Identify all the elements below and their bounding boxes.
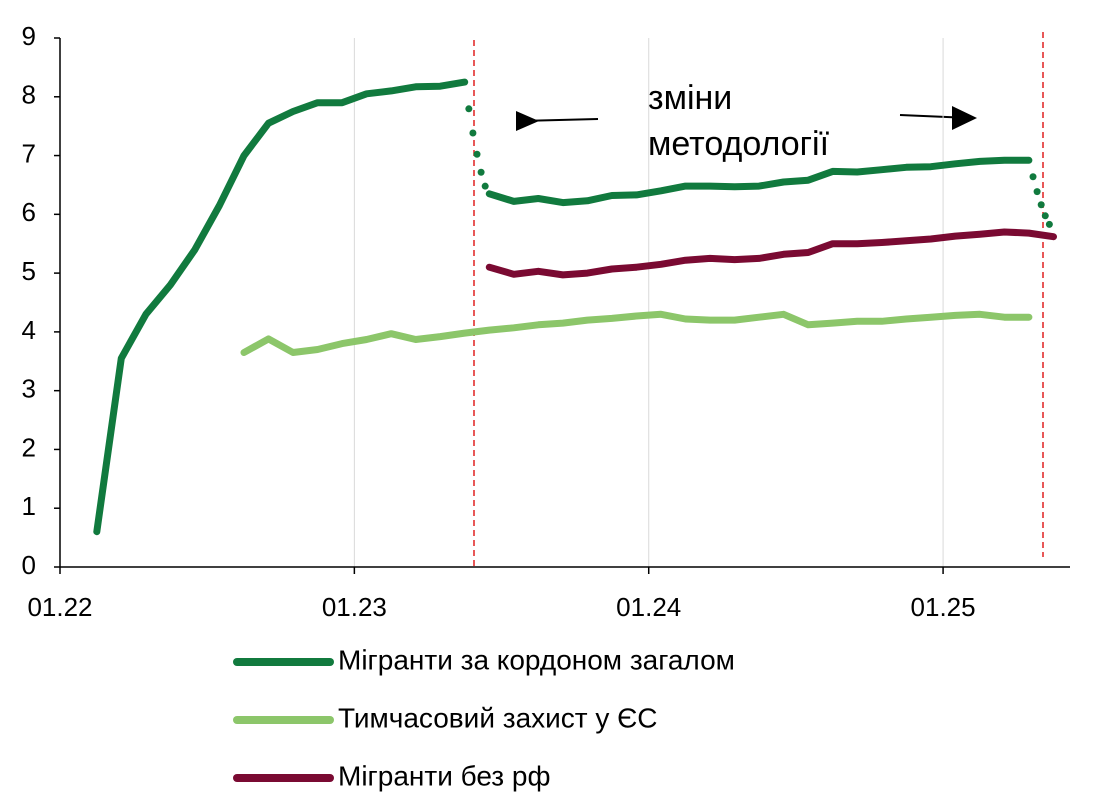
y-tick-label: 6 bbox=[22, 197, 36, 227]
y-tick-label: 3 bbox=[22, 374, 36, 404]
y-tick-label: 9 bbox=[22, 21, 36, 51]
legend-label: Мігранти за кордоном загалом bbox=[338, 644, 735, 675]
y-tick-label: 1 bbox=[22, 491, 36, 521]
dotted-transition bbox=[477, 168, 485, 176]
dotted-transition bbox=[481, 182, 489, 190]
legend-label: Тимчасовий захист у ЄС bbox=[338, 702, 658, 733]
legend-label: Мігранти без рф bbox=[338, 760, 551, 791]
y-tick-label: 8 bbox=[22, 80, 36, 110]
x-tick-label: 01.23 bbox=[322, 592, 387, 622]
dotted-transition bbox=[1029, 173, 1037, 181]
x-tick-label: 01.22 bbox=[27, 592, 92, 622]
y-tick-label: 7 bbox=[22, 138, 36, 168]
dotted-transition bbox=[473, 150, 481, 158]
dotted-transition bbox=[1037, 201, 1045, 209]
y-tick-label: 0 bbox=[22, 550, 36, 580]
y-tick-label: 4 bbox=[22, 315, 36, 345]
series-line bbox=[97, 82, 1054, 532]
series-line bbox=[485, 228, 1057, 279]
y-tick-label: 5 bbox=[22, 256, 36, 286]
x-tick-label: 01.25 bbox=[911, 592, 976, 622]
x-tick-label: 01.24 bbox=[616, 592, 681, 622]
arrow-head bbox=[952, 106, 977, 130]
dotted-transition bbox=[469, 129, 477, 137]
arrow-head bbox=[516, 111, 539, 131]
y-tick-label: 2 bbox=[22, 432, 36, 462]
dotted-transition bbox=[1045, 220, 1053, 228]
annotation: зміни bbox=[648, 79, 732, 117]
dotted-transition bbox=[465, 105, 473, 113]
dotted-transition bbox=[1041, 212, 1049, 220]
annotation: методології bbox=[648, 125, 830, 163]
series-line bbox=[240, 310, 1033, 356]
dotted-transition bbox=[1033, 188, 1041, 196]
